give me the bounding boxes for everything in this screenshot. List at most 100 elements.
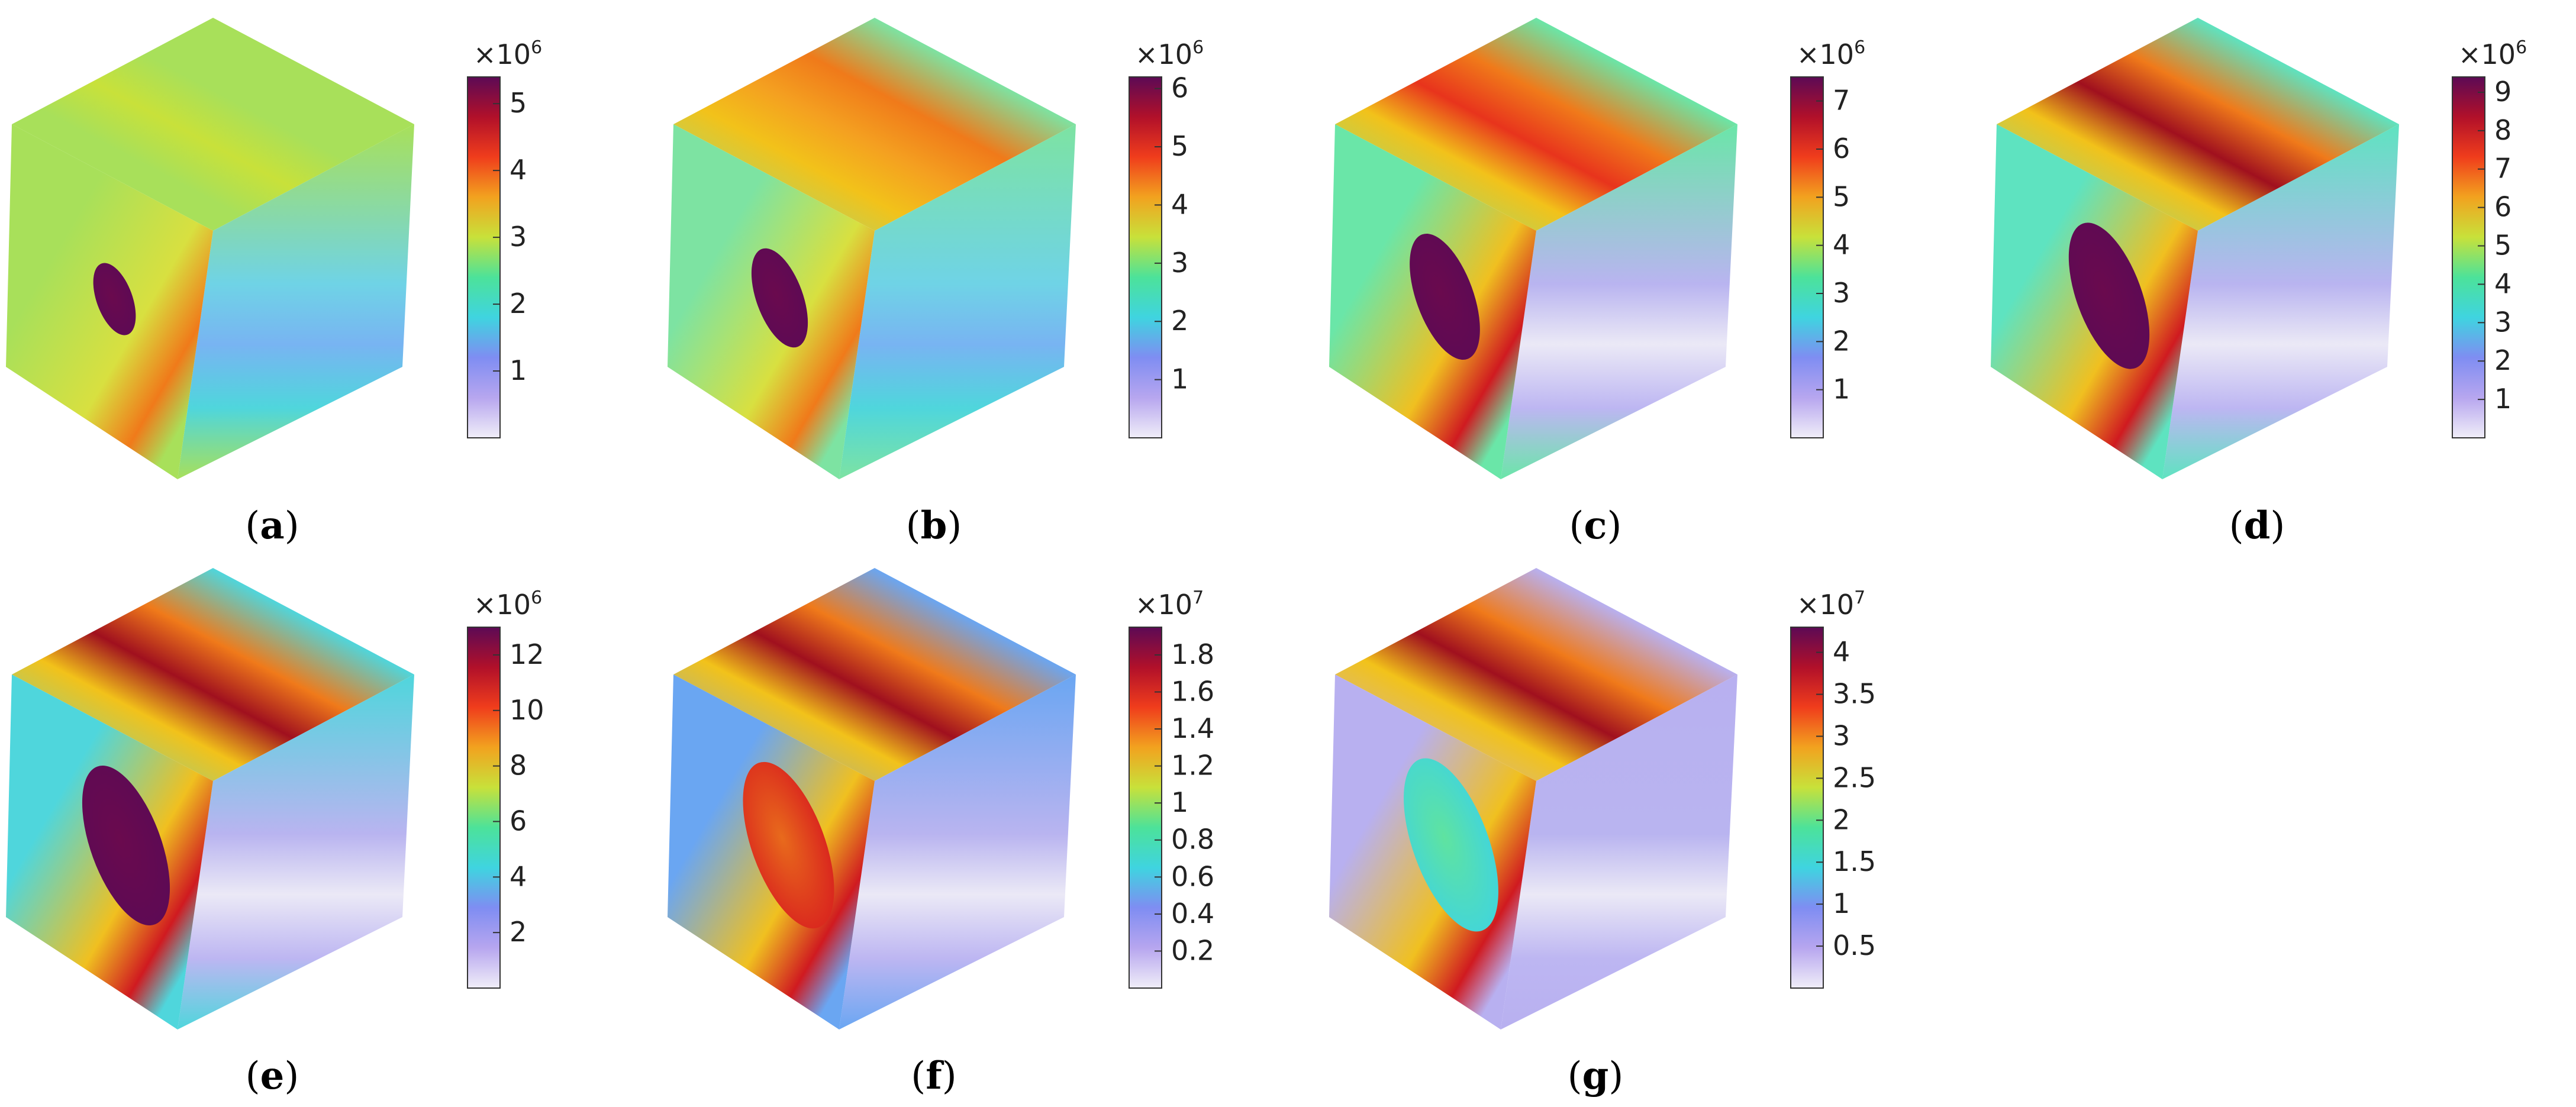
colorbar-tick-label: 6 — [1171, 72, 1188, 104]
colorbar-gradient — [1129, 76, 1162, 438]
panel-a: 1 2 3 4 5 ×106 (a) — [6, 18, 542, 548]
colorbar-tick-label: 3.5 — [1833, 677, 1876, 709]
colorbar-tick-label: 3 — [2494, 306, 2511, 338]
panel-caption: (f) — [911, 1054, 956, 1098]
colorbar-tick-label: 7 — [2494, 153, 2511, 185]
colorbar-gradient — [467, 76, 501, 438]
panel-f: 0.2 0.4 0.6 0.8 1 1.2 1.4 1.6 1.8 ×107 (f) — [668, 568, 1214, 1098]
colorbar-tick-label: 10 — [510, 694, 544, 726]
colorbar-tick-label: 5 — [1833, 180, 1850, 212]
colorbar-tick-label: 2 — [510, 288, 527, 319]
elliptical-hole — [743, 761, 834, 929]
colorbar-tick-label: 3 — [1171, 247, 1188, 279]
colorbar-tick-label: 1.4 — [1171, 712, 1214, 744]
colorbar-tick-label: 1.2 — [1171, 750, 1214, 782]
colorbar-tick-label: 2 — [1833, 803, 1850, 835]
cube-right-face — [839, 674, 1076, 1029]
panel-caption: (a) — [245, 504, 299, 548]
elliptical-hole — [2068, 222, 2150, 369]
cube-right-face — [178, 124, 414, 479]
colorbar-tick-label: 4 — [510, 154, 527, 186]
panel-caption: (d) — [2229, 504, 2285, 548]
colorbar-gradient — [1790, 76, 1824, 438]
panel-caption: (e) — [246, 1054, 299, 1098]
panel-g: 0.5 1 1.5 2 2.5 3 3.5 4 ×107 (g) — [1329, 568, 1876, 1098]
colorbar-tick-label: 1 — [2494, 383, 2511, 415]
cube-right-face — [1501, 124, 1737, 479]
colorbar: 0.5 1 1.5 2 2.5 3 3.5 4 ×107 — [1790, 588, 1876, 989]
colorbar-multiplier: ×106 — [1135, 37, 1204, 70]
colorbar-tick-label: 6 — [2494, 191, 2511, 223]
colorbar-tick-label: 7 — [1833, 85, 1850, 117]
colorbar-tick-label: 3 — [510, 221, 527, 253]
colorbar-tick-label: 0.5 — [1833, 930, 1876, 961]
colorbar: 1 2 3 4 5 6 7 8 9 ×106 — [2452, 37, 2527, 438]
colorbar-tick-label: 3 — [1833, 719, 1850, 751]
colorbar-tick-label: 4 — [1833, 636, 1850, 668]
colorbar-tick-label: 9 — [2494, 76, 2511, 108]
colorbar-multiplier: ×106 — [473, 588, 542, 621]
colorbar: 1 2 3 4 5 ×106 — [467, 37, 542, 438]
colorbar-tick-label: 8 — [2494, 114, 2511, 146]
colorbar: 1 2 3 4 5 6×106 — [1129, 37, 1204, 438]
elliptical-hole — [751, 248, 808, 348]
colorbar-tick-label: 2 — [510, 916, 527, 948]
colorbar-multiplier: ×106 — [473, 37, 542, 70]
colorbar-tick-label: 2 — [1171, 305, 1188, 337]
colorbar-gradient — [467, 627, 501, 989]
colorbar-tick-label: 1 — [1833, 373, 1850, 405]
colorbar-tick-label: 1.5 — [1833, 845, 1876, 877]
colorbar-tick-label: 4 — [1833, 229, 1850, 261]
panel-d: 1 2 3 4 5 6 7 8 9 ×106 (d) — [1991, 18, 2527, 548]
colorbar-tick-label: 1 — [1833, 887, 1850, 919]
panel-e: 2 4 6 8 10 12 ×106 (e) — [6, 568, 544, 1098]
colorbar-tick-label: 0.2 — [1171, 934, 1214, 966]
colorbar-multiplier: ×106 — [1797, 37, 1865, 70]
colorbar-tick-label: 1 — [1171, 786, 1188, 818]
colorbar: 2 4 6 8 10 12 ×106 — [467, 588, 544, 989]
colorbar-tick-label: 12 — [510, 638, 544, 670]
cube-right-face — [178, 674, 414, 1029]
elliptical-hole — [1404, 758, 1498, 932]
cube-right-face — [1501, 674, 1737, 1029]
colorbar-gradient — [1129, 627, 1162, 989]
colorbar-tick-label: 6 — [1833, 133, 1850, 164]
colorbar-tick-label: 1.6 — [1171, 675, 1214, 707]
colorbar-gradient — [1790, 627, 1824, 989]
panel-c: 1 2 3 4 5 6 7 ×106 (c) — [1329, 18, 1865, 548]
elliptical-hole — [93, 263, 136, 335]
colorbar-tick-label: 0.6 — [1171, 860, 1214, 892]
panel-caption: (g) — [1568, 1054, 1624, 1098]
colorbar-tick-label: 1 — [510, 354, 527, 386]
colorbar-tick-label: 8 — [510, 750, 527, 782]
colorbar-tick-label: 1 — [1171, 363, 1188, 395]
elliptical-hole — [82, 766, 170, 925]
colorbar-tick-label: 2.5 — [1833, 761, 1876, 793]
colorbar-tick-label: 6 — [510, 805, 527, 837]
panel-caption: (c) — [1569, 504, 1622, 548]
colorbar-tick-label: 0.4 — [1171, 898, 1214, 930]
colorbar-tick-label: 2 — [1833, 325, 1850, 357]
colorbar: 1 2 3 4 5 6 7 ×106 — [1790, 37, 1865, 438]
colorbar-tick-label: 4 — [1171, 188, 1188, 220]
colorbar-tick-label: 0.8 — [1171, 824, 1214, 856]
colorbar: 0.2 0.4 0.6 0.8 1 1.2 1.4 1.6 1.8 ×107 — [1129, 588, 1214, 989]
elliptical-hole — [1410, 233, 1480, 360]
colorbar-tick-label: 5 — [2494, 230, 2511, 262]
colorbar-tick-label: 1.8 — [1171, 638, 1214, 670]
colorbar-multiplier: ×106 — [2458, 37, 2527, 70]
cube-right-face — [839, 124, 1076, 479]
panel-b: 1 2 3 4 5 6×106 (b) — [668, 18, 1204, 548]
panel-caption: (b) — [906, 504, 962, 548]
colorbar-multiplier: ×107 — [1135, 588, 1204, 621]
colorbar-multiplier: ×107 — [1797, 588, 1865, 621]
colorbar-tick-label: 4 — [2494, 267, 2511, 299]
colorbar-tick-label: 3 — [1833, 277, 1850, 309]
colorbar-gradient — [2452, 76, 2485, 438]
colorbar-tick-label: 2 — [2494, 344, 2511, 376]
colorbar-tick-label: 5 — [510, 87, 527, 119]
colorbar-tick-label: 5 — [1171, 130, 1188, 162]
colorbar-tick-label: 4 — [510, 860, 527, 892]
cube-right-face — [2162, 124, 2399, 479]
